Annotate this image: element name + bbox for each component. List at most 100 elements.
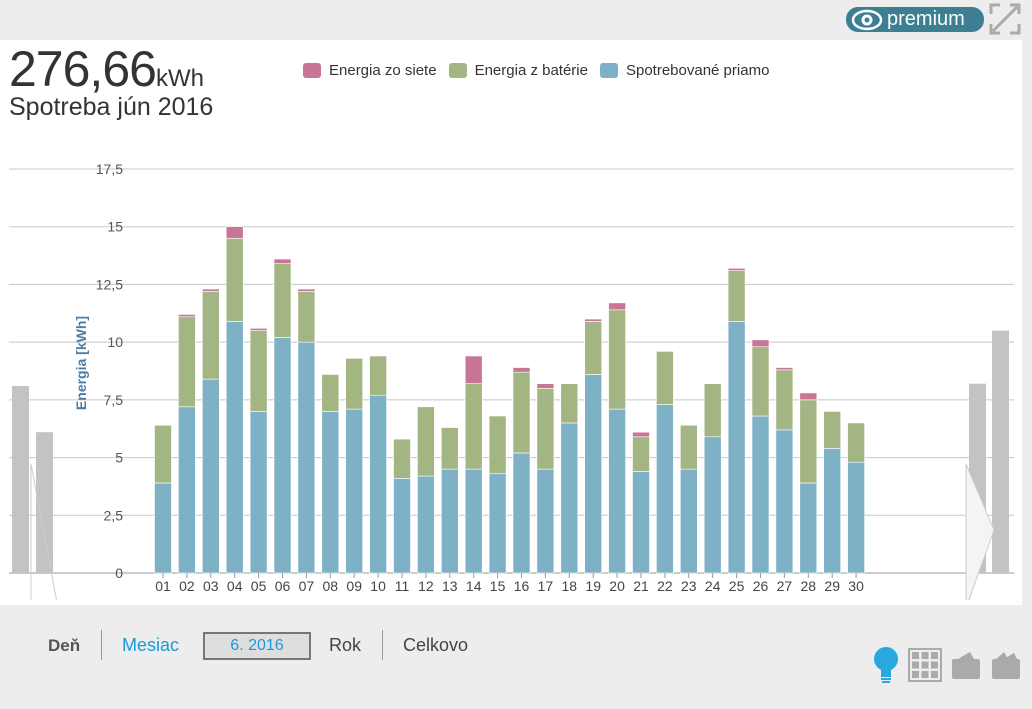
bar-segment: [608, 309, 626, 410]
divider: [382, 630, 383, 660]
bar-segment: [847, 422, 865, 463]
period-selector[interactable]: 6. 2016: [203, 632, 311, 660]
tab-day[interactable]: Deň: [48, 636, 81, 655]
x-tick-label: 08: [323, 578, 339, 594]
total-unit: kWh: [155, 65, 204, 92]
y-tick-label: 10: [107, 334, 123, 350]
bar-segment: [154, 424, 172, 484]
x-tick-label: 28: [801, 578, 817, 594]
x-tick-label: 05: [251, 578, 267, 594]
bar-segment: [560, 383, 579, 424]
context-bar: [36, 432, 53, 573]
total-consumption: 276,66kWh: [9, 40, 204, 98]
battery-icon[interactable]: [950, 651, 982, 681]
x-tick-label: 29: [824, 578, 840, 594]
y-tick-label: 7,5: [104, 392, 124, 408]
bar-segment: [656, 404, 674, 574]
bar-segment: [584, 321, 603, 375]
bar-segment: [632, 431, 650, 438]
legend-swatch-grid: [303, 63, 321, 78]
bar-segment: [464, 383, 483, 470]
bar-segment: [751, 339, 770, 348]
context-bar: [12, 386, 29, 573]
y-tick-label: 2,5: [104, 507, 124, 523]
bar-segment: [512, 452, 531, 574]
x-tick-label: 30: [848, 578, 864, 594]
premium-button[interactable]: premium: [846, 7, 984, 32]
bar-segment: [560, 422, 579, 574]
divider: [101, 630, 102, 660]
tab-year[interactable]: Rok: [329, 635, 362, 655]
context-bar: [992, 330, 1009, 573]
page-title: Spotreba jún 2016: [9, 93, 214, 121]
bar-segment: [369, 355, 387, 396]
bar-segment: [727, 321, 746, 574]
y-tick-label: 17,5: [96, 161, 123, 177]
tab-total[interactable]: Celkovo: [403, 635, 469, 655]
x-tick-label: 20: [609, 578, 625, 594]
x-tick-label: 01: [155, 578, 171, 594]
bar-segment: [512, 367, 531, 373]
chart-legend: Energia zo siete Energia z batérie Spotr…: [303, 62, 781, 79]
legend-swatch-battery: [448, 63, 467, 78]
grid-icon[interactable]: [908, 648, 942, 682]
x-tick-label: 11: [395, 578, 410, 594]
bar-segment: [273, 258, 292, 264]
legend-item-grid[interactable]: Energia zo siete: [303, 62, 437, 79]
x-tick-label: 23: [681, 578, 697, 594]
x-tick-label: 12: [418, 578, 434, 594]
bar-segment: [727, 270, 746, 322]
bar-segment: [464, 355, 483, 384]
legend-item-battery[interactable]: Energia z batérie: [448, 62, 588, 79]
bar-segment: [823, 411, 842, 449]
bar-segment: [584, 374, 603, 574]
y-axis-label: Energia [kWh]: [73, 316, 89, 410]
bar-segment: [393, 438, 411, 479]
x-tick-label: 17: [538, 578, 554, 594]
bar-segment: [345, 408, 364, 574]
bar-segment: [249, 411, 268, 574]
x-tick-label: 06: [275, 578, 291, 594]
bar-segment: [345, 358, 364, 410]
bar-segment: [440, 427, 459, 470]
y-tick-label: 0: [115, 565, 123, 581]
bar-segment: [703, 383, 722, 438]
bar-segment: [679, 468, 698, 574]
eye-icon: [851, 9, 883, 30]
y-tick-label: 12,5: [96, 276, 123, 292]
bulb-icon[interactable]: [872, 645, 900, 685]
expand-icon[interactable]: [988, 2, 1022, 36]
legend-label: Energia zo siete: [329, 62, 437, 79]
bar-segment: [202, 378, 220, 574]
legend-item-direct[interactable]: Spotrebované priamo: [599, 62, 769, 79]
x-tick-label: 13: [442, 578, 458, 594]
bar-segment: [847, 461, 865, 574]
bar-segment: [202, 291, 220, 380]
bar-segment: [679, 424, 698, 470]
y-tick-label: 5: [115, 450, 123, 466]
bar-segment: [273, 263, 292, 338]
bar-segment: [225, 237, 244, 322]
bar-segment: [369, 394, 387, 574]
bar-segment: [297, 288, 316, 292]
tab-month[interactable]: Mesiac: [122, 635, 180, 655]
x-tick-label: 21: [633, 578, 649, 594]
x-tick-label: 24: [705, 578, 721, 594]
x-tick-label: 22: [657, 578, 673, 594]
bar-segment: [751, 346, 770, 417]
bar-segment: [751, 415, 770, 574]
bar-segment: [656, 351, 674, 405]
bar-segment: [703, 436, 722, 574]
bar-segment: [536, 383, 555, 389]
bar-segment: [464, 468, 483, 574]
x-tick-label: 27: [777, 578, 793, 594]
legend-label: Energia z batérie: [474, 62, 588, 79]
bar-segment: [178, 316, 196, 408]
bar-segment: [775, 369, 794, 431]
top-bar: premium: [0, 0, 1032, 40]
bar-segment: [249, 330, 268, 412]
bar-segment: [584, 318, 603, 322]
bar-segment: [536, 468, 555, 574]
battery-icon[interactable]: [990, 651, 1022, 681]
x-tick-label: 03: [203, 578, 219, 594]
